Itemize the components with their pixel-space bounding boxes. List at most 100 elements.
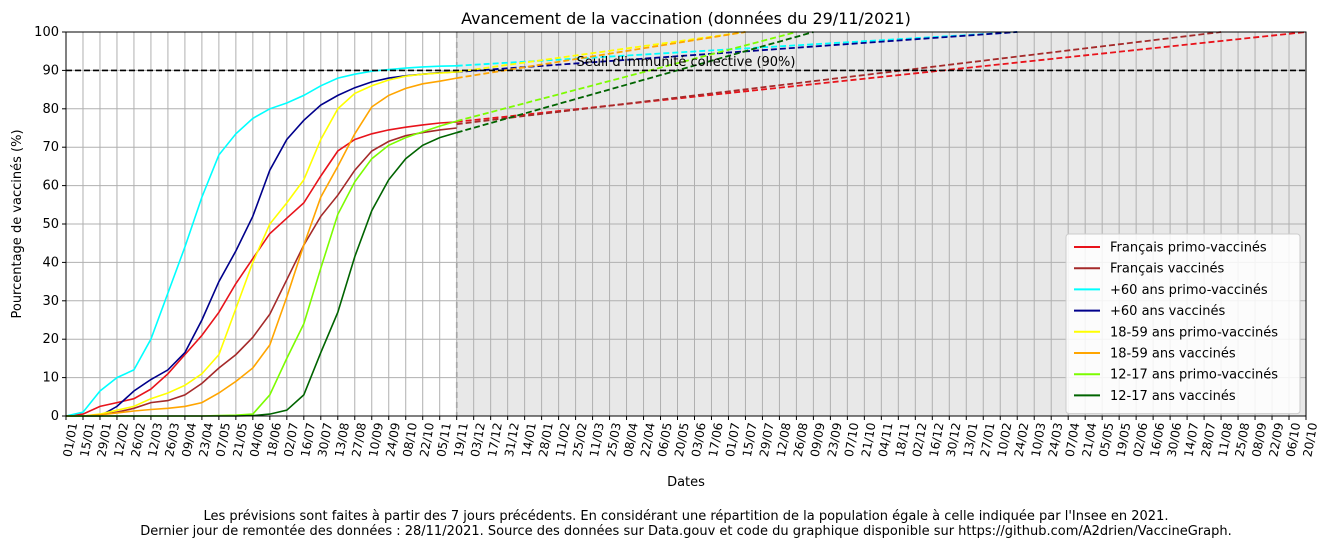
x-tick-label: 06/05 — [655, 422, 675, 458]
series-line-4 — [66, 71, 457, 417]
legend-label-1: Français vaccinés — [1110, 262, 1225, 277]
x-tick-label: 14/01 — [519, 422, 539, 458]
series-line-6 — [66, 120, 457, 417]
x-tick-label: 09/04 — [179, 422, 199, 458]
legend-label-4: 18-59 ans primo-vaccinés — [1110, 325, 1278, 340]
x-tick-label: 26/02 — [128, 422, 148, 458]
x-tick-label: 21/10 — [859, 422, 879, 458]
y-tick-label: 40 — [42, 255, 59, 270]
x-tick-label: 29/01 — [94, 422, 114, 458]
y-tick-label: 0 — [51, 409, 59, 424]
legend-label-5: 18-59 ans vaccinés — [1110, 347, 1236, 362]
x-tick-label: 08/04 — [621, 422, 641, 458]
x-tick-label: 24/02 — [1012, 422, 1032, 458]
x-tick-label: 02/12 — [910, 422, 930, 458]
x-tick-label: 21/05 — [230, 422, 250, 458]
x-tick-label: 07/10 — [842, 422, 862, 458]
x-tick-label: 25/03 — [604, 422, 624, 458]
x-tick-label: 16/07 — [298, 422, 318, 458]
y-tick-label: 20 — [42, 332, 59, 347]
forecast-line-6 — [456, 31, 797, 122]
x-tick-label: 02/06 — [1131, 422, 1151, 458]
x-tick-label: 25/02 — [570, 422, 590, 458]
threshold-label: Seuil d'immunité collective (90%) — [577, 55, 796, 70]
x-tick-label: 30/07 — [315, 422, 335, 458]
x-tick-label: 26/08 — [791, 422, 811, 458]
y-tick-label: 10 — [42, 371, 59, 386]
x-tick-label: 19/11 — [451, 422, 471, 458]
y-tick-label: 60 — [42, 179, 59, 194]
x-axis-label: Dates — [667, 475, 705, 490]
legend-label-7: 12-17 ans vaccinés — [1110, 389, 1236, 404]
footnote-line-2: Dernier jour de remontée des données : 2… — [140, 524, 1232, 539]
x-tick-label: 05/05 — [1097, 422, 1117, 458]
x-tick-label: 13/08 — [332, 422, 352, 458]
x-tick-label: 22/04 — [638, 422, 658, 458]
x-tick-label: 14/07 — [1182, 422, 1202, 458]
x-tick-label: 12/08 — [774, 422, 794, 458]
x-tick-label: 18/11 — [893, 422, 913, 458]
x-tick-label: 28/07 — [1199, 422, 1219, 458]
x-tick-label: 03/06 — [689, 422, 709, 458]
x-tick-label: 12/02 — [111, 422, 131, 458]
x-tick-label: 28/01 — [536, 422, 556, 458]
forecast-line-4 — [456, 31, 746, 73]
x-tick-label: 05/11 — [434, 422, 454, 458]
x-tick-label: 20/05 — [672, 422, 692, 458]
x-tick-label: 20/10 — [1300, 422, 1320, 458]
x-tick-label: 01/07 — [723, 422, 743, 458]
y-tick-label: 70 — [42, 140, 59, 155]
x-tick-label: 10/02 — [995, 422, 1015, 458]
x-tick-label: 13/01 — [961, 422, 981, 458]
forecast-line-0 — [456, 31, 1307, 123]
x-tick-label: 07/04 — [1063, 422, 1083, 458]
x-tick-label: 08/09 — [1249, 422, 1269, 458]
x-tick-label: 23/04 — [196, 422, 216, 458]
forecast-line-2 — [456, 31, 1018, 67]
x-tick-label: 10/03 — [1029, 422, 1049, 458]
x-tick-label: 18/06 — [264, 422, 284, 458]
x-tick-label: 11/08 — [1216, 422, 1236, 458]
x-tick-label: 25/08 — [1232, 422, 1252, 458]
x-tick-label: 02/07 — [281, 422, 301, 458]
forecast-line-5 — [456, 31, 746, 79]
x-tick-label: 31/12 — [502, 422, 522, 458]
series-line-2 — [65, 65, 457, 417]
forecast-line-7 — [456, 31, 814, 134]
forecast-line-3 — [456, 31, 1018, 73]
legend-label-3: +60 ans vaccinés — [1110, 304, 1225, 319]
x-tick-label: 22/09 — [1266, 422, 1286, 458]
legend-label-0: Français primo-vaccinés — [1110, 241, 1267, 256]
x-tick-label: 15/07 — [740, 422, 760, 458]
series-line-0 — [65, 121, 457, 417]
y-tick-label: 50 — [42, 217, 59, 232]
series-line-1 — [66, 127, 457, 417]
x-tick-label: 27/01 — [978, 422, 998, 458]
x-tick-label: 09/09 — [808, 422, 828, 458]
x-tick-label: 29/07 — [757, 422, 777, 458]
x-tick-label: 08/10 — [400, 422, 420, 458]
x-tick-label: 24/09 — [383, 422, 403, 458]
x-tick-label: 11/03 — [587, 422, 607, 458]
x-tick-label: 19/05 — [1114, 422, 1134, 458]
legend-label-6: 12-17 ans primo-vaccinés — [1110, 368, 1278, 383]
x-tick-label: 15/01 — [77, 422, 97, 458]
x-tick-label: 10/09 — [366, 422, 386, 458]
x-tick-label: 12/03 — [145, 422, 165, 458]
x-tick-label: 27/08 — [349, 422, 369, 458]
series-line-5 — [66, 77, 457, 417]
x-tick-label: 07/05 — [213, 422, 233, 458]
x-tick-label: 24/03 — [1046, 422, 1066, 458]
x-tick-label: 11/02 — [553, 422, 573, 458]
x-tick-label: 16/12 — [927, 422, 947, 458]
x-tick-label: 04/11 — [876, 422, 896, 458]
forecast-line-1 — [456, 31, 1222, 126]
legend: Français primo-vaccinés Français vaccinés… — [1065, 233, 1301, 415]
x-tick-label: 17/06 — [706, 422, 726, 458]
x-tick-label: 23/09 — [825, 422, 845, 458]
x-tick-label: 26/03 — [162, 422, 182, 458]
x-tick-label: 03/12 — [468, 422, 488, 458]
x-tick-label: 21/04 — [1080, 422, 1100, 458]
x-tick-label: 06/10 — [1283, 422, 1303, 458]
y-tick-label: 100 — [34, 25, 59, 40]
